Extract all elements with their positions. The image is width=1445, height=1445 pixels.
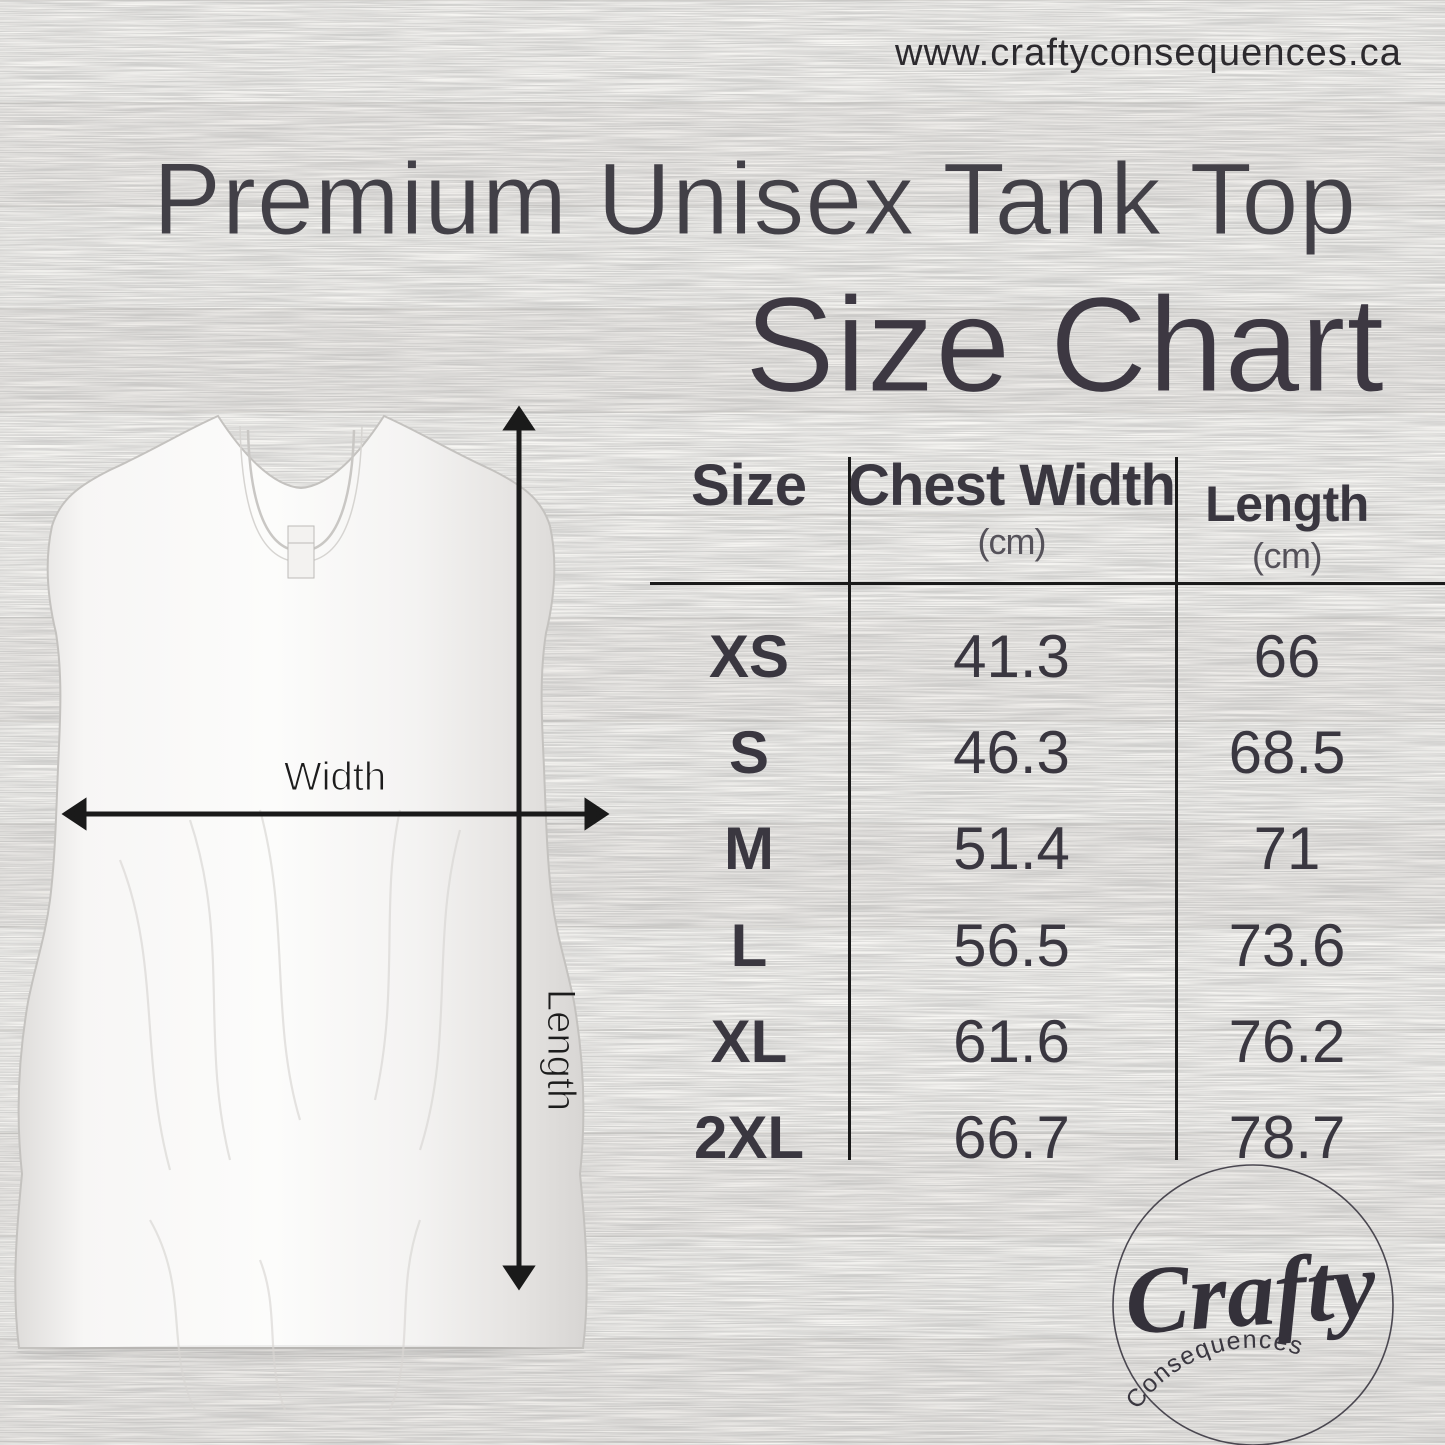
svg-text:Crafty: Crafty xyxy=(1122,1230,1380,1354)
